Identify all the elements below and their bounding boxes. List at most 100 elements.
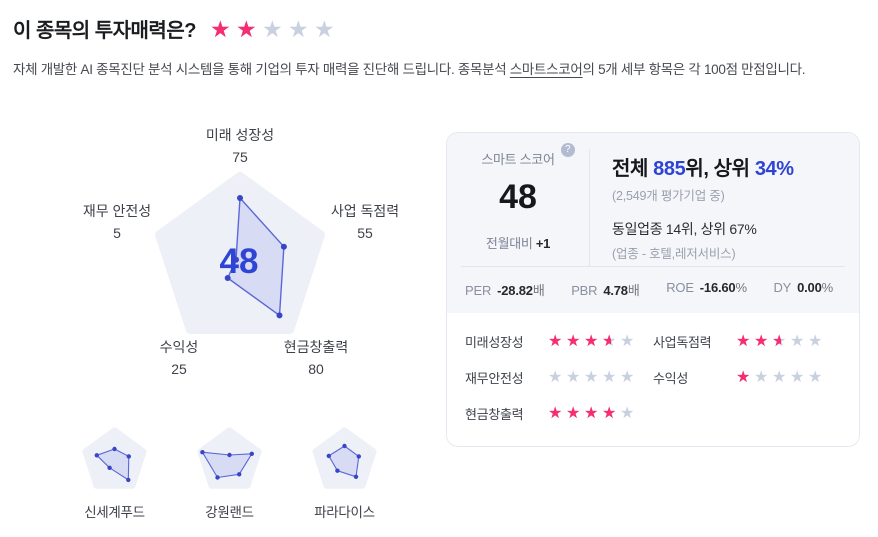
svg-text:55: 55: [357, 225, 373, 241]
score-summary-panel: 스마트 스코어? 48 전월대비 +1 전체 885위, 상위 34% (2,5…: [447, 133, 859, 313]
industry-rank-line: 동일업종 14위, 상위 67%: [612, 221, 757, 237]
metric-label: PER: [465, 283, 492, 298]
peer-name-label: 신세계푸드: [84, 505, 145, 520]
overall-rank-subtext: (2,549개 평가기업 중): [612, 189, 725, 203]
star-icon: ★★: [736, 332, 751, 350]
rating-row: 재무안전성 ★ ★ ★ ★ ★: [465, 365, 653, 390]
description-text: 자체 개발한 AI 종목진단 분석 시스템을 통해 기업의 투자 매력을 진단해…: [13, 62, 510, 77]
peer-chart-1[interactable]: 신세계푸드: [57, 427, 172, 521]
rating-row: 수익성 ★ ★ ★ ★ ★ ★: [653, 365, 841, 390]
star-icon: ★: [790, 368, 805, 386]
star-icon: ★: [602, 368, 617, 386]
rating-row: 사업독점력★★★★★★★★: [653, 329, 841, 354]
description-text-suffix: 의 5개 세부 항목은 각 100점 만점입니다.: [582, 62, 806, 77]
rating-stars: ★★★★★★★★★: [548, 405, 638, 423]
rating-row: 미래성장성 ★★★★★★★★★: [465, 329, 653, 354]
svg-text:75: 75: [232, 149, 248, 165]
star-icon: ★: [620, 404, 635, 422]
svg-text:사업 독점력: 사업 독점력: [331, 203, 399, 219]
category-ratings-grid: 미래성장성★★★★★★★★★사업독점력★★★★★★★★재무안전성★★★★★수익성…: [447, 313, 859, 446]
page-title: 이 종목의 투자매력은?: [13, 20, 196, 42]
star-icon: ★★: [209, 15, 231, 42]
star-icon: ★★: [548, 332, 563, 350]
metric-value: 4.78: [603, 283, 628, 298]
rating-label: 재무안전성: [465, 371, 524, 386]
metric-unit: %: [735, 280, 747, 295]
industry-subtext: (업종 - 호텔,레저서비스): [612, 247, 736, 261]
smart-score-value: 48: [499, 178, 537, 216]
metric-label: ROE: [666, 280, 694, 295]
rating-stars: ★★★★★★★★★: [548, 333, 638, 351]
peer-radar-chart: [197, 427, 262, 489]
star-icon: ★★: [584, 332, 599, 350]
stock-analysis-section: 이 종목의 투자매력은? ★ ★ ★ ★ ★ ★ ★ 자체 개발한 AI 종목진단 분석 시…: [13, 14, 878, 521]
star-icon: ★: [754, 368, 769, 386]
metric-unit: %: [821, 280, 834, 295]
star-icon: ★★: [754, 332, 769, 350]
overall-percentile-value: 34%: [754, 158, 794, 180]
month-over-month: 전월대비 +1: [485, 236, 551, 251]
help-icon[interactable]: ?: [560, 143, 575, 157]
section-description: 자체 개발한 AI 종목진단 분석 시스템을 통해 기업의 투자 매력을 진단해…: [13, 58, 878, 78]
peer-name-label: 파라다이스: [314, 505, 375, 520]
radar-chart-column: 미래 성장성 75 사업 독점력 55 현금창출력 80 수익성 25 재무 안전성 5 48 신세…: [13, 78, 446, 521]
metric-value: -16.60: [699, 280, 736, 295]
metric-value: 0.00: [797, 280, 822, 295]
rating-label: 수익성: [653, 371, 688, 386]
star-icon: ★: [566, 368, 581, 386]
star-icon: ★★: [736, 368, 751, 386]
valuation-metrics-row: PER -28.82 배 PBR 4.78배 ROE -16.60% DY 0.00%: [461, 266, 845, 313]
peer-chart-2[interactable]: 강원랜드: [172, 427, 287, 521]
star-icon: ★★: [566, 404, 581, 422]
star-icon: ★: [548, 368, 563, 386]
metric-unit: 배: [627, 283, 640, 298]
metric-roe: ROE -16.60%: [666, 280, 747, 299]
svg-text:수익성: 수익성: [160, 339, 199, 355]
star-icon: ★: [620, 368, 635, 386]
star-icon: ★★: [235, 15, 257, 42]
peer-radar-chart: [82, 427, 147, 489]
svg-text:재무 안전성: 재무 안전성: [83, 203, 151, 219]
analysis-body: 미래 성장성 75 사업 독점력 55 현금창출력 80 수익성 25 재무 안전성 5 48 신세…: [13, 78, 878, 521]
rating-stars: ★ ★ ★ ★ ★: [548, 369, 638, 387]
svg-text:25: 25: [171, 361, 187, 377]
svg-text:80: 80: [308, 361, 324, 377]
svg-text:미래 성장성: 미래 성장성: [206, 127, 274, 143]
peer-name-label: 강원랜드: [205, 505, 254, 520]
star-icon: ★★: [584, 404, 599, 422]
svg-text:5: 5: [113, 225, 121, 241]
rating-row: 현금창출력 ★ ★ ★ ★ ★ ★ ★ ★ ★: [465, 401, 653, 426]
mom-delta: +1: [535, 236, 551, 251]
metric-per: PER -28.82배: [465, 280, 545, 299]
rating-stars: ★ ★ ★ ★ ★ ★: [736, 369, 826, 387]
rating-label: 사업독점력: [653, 335, 712, 350]
star-icon: ★★: [566, 332, 581, 350]
rating-label: 미래성장성: [465, 335, 524, 350]
star-icon: ★: [790, 332, 805, 350]
metric-label: DY: [773, 280, 792, 295]
overall-star-rating: ★ ★ ★ ★ ★ ★ ★: [210, 16, 340, 42]
star-icon: ★★: [602, 404, 617, 422]
star-icon: ★: [808, 332, 823, 350]
rank-info-block: 전체 885위, 상위 34% (2,549개 평가기업 중) 동일업종 14위…: [590, 149, 794, 266]
star-icon: ★★: [602, 332, 617, 350]
smart-score-radar-chart: 미래 성장성 75 사업 독점력 55 현금창출력 80 수익성 25 재무 안전성 5 48: [83, 127, 399, 377]
metric-pbr: PBR 4.78배: [571, 280, 640, 299]
star-icon: ★: [772, 368, 787, 386]
svg-text:현금창출력: 현금창출력: [284, 339, 348, 355]
smart-score-block: 스마트 스코어? 48 전월대비 +1: [447, 143, 590, 266]
metric-label: PBR: [571, 283, 598, 298]
overall-rank-value: 885: [653, 158, 686, 180]
star-icon: ★: [287, 15, 309, 42]
section-header: 이 종목의 투자매력은? ★ ★ ★ ★ ★ ★ ★: [13, 14, 878, 43]
star-icon: ★: [584, 368, 599, 386]
overall-rank-line: 전체 885위, 상위 34%: [612, 158, 794, 180]
peer-chart-3[interactable]: 파라다이스: [287, 427, 402, 521]
star-icon: ★: [808, 368, 823, 386]
smartscore-link[interactable]: 스마트스코어: [509, 62, 583, 77]
star-icon: ★: [261, 15, 283, 42]
metric-value: -28.82: [497, 283, 533, 298]
star-icon: ★★: [772, 332, 787, 350]
star-icon: ★★: [548, 404, 563, 422]
peer-mini-charts: 신세계푸드 강원랜드 파라다이스: [57, 427, 446, 521]
